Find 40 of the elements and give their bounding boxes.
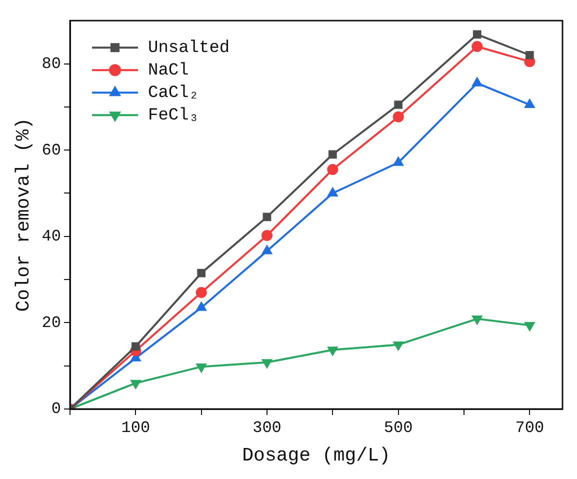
point: [392, 111, 404, 122]
point: [196, 286, 207, 298]
point: [327, 164, 338, 175]
point: [262, 212, 272, 222]
point: [196, 302, 206, 311]
point: [524, 322, 535, 331]
y-tick-label: 40: [42, 228, 62, 246]
point: [131, 342, 140, 351]
point: [328, 346, 338, 356]
x-tick-label: 500: [384, 418, 413, 437]
x-tick-label: 300: [252, 418, 282, 437]
point: [262, 230, 272, 242]
y-tick-label: 60: [42, 141, 62, 160]
point: [393, 341, 404, 350]
y-axis-title: Color removal (%): [12, 118, 34, 312]
y-tick-label: 0: [51, 400, 62, 418]
legend-label: FeCl₃: [148, 106, 200, 126]
point: [328, 188, 338, 196]
legend-label: CaCl₂: [148, 84, 200, 104]
legend-label: NaCl: [148, 62, 189, 81]
point: [472, 40, 483, 52]
point: [328, 150, 337, 159]
point: [262, 359, 272, 368]
point: [196, 363, 206, 372]
point: [524, 99, 535, 108]
point: [472, 78, 482, 86]
x-axis-title: Dosage (mg/L): [242, 444, 390, 467]
y-tick-label: 20: [42, 314, 62, 332]
point: [472, 30, 482, 39]
x-tick-label: 100: [121, 418, 150, 437]
legend-label: Unsalted: [148, 39, 230, 58]
x-tick-label: 700: [515, 418, 544, 437]
point: [262, 246, 272, 254]
point: [393, 157, 404, 166]
point: [394, 100, 403, 109]
point: [525, 50, 534, 60]
point: [472, 316, 482, 324]
y-tick-label: 80: [42, 54, 62, 73]
point: [197, 268, 206, 278]
point: [130, 380, 141, 389]
